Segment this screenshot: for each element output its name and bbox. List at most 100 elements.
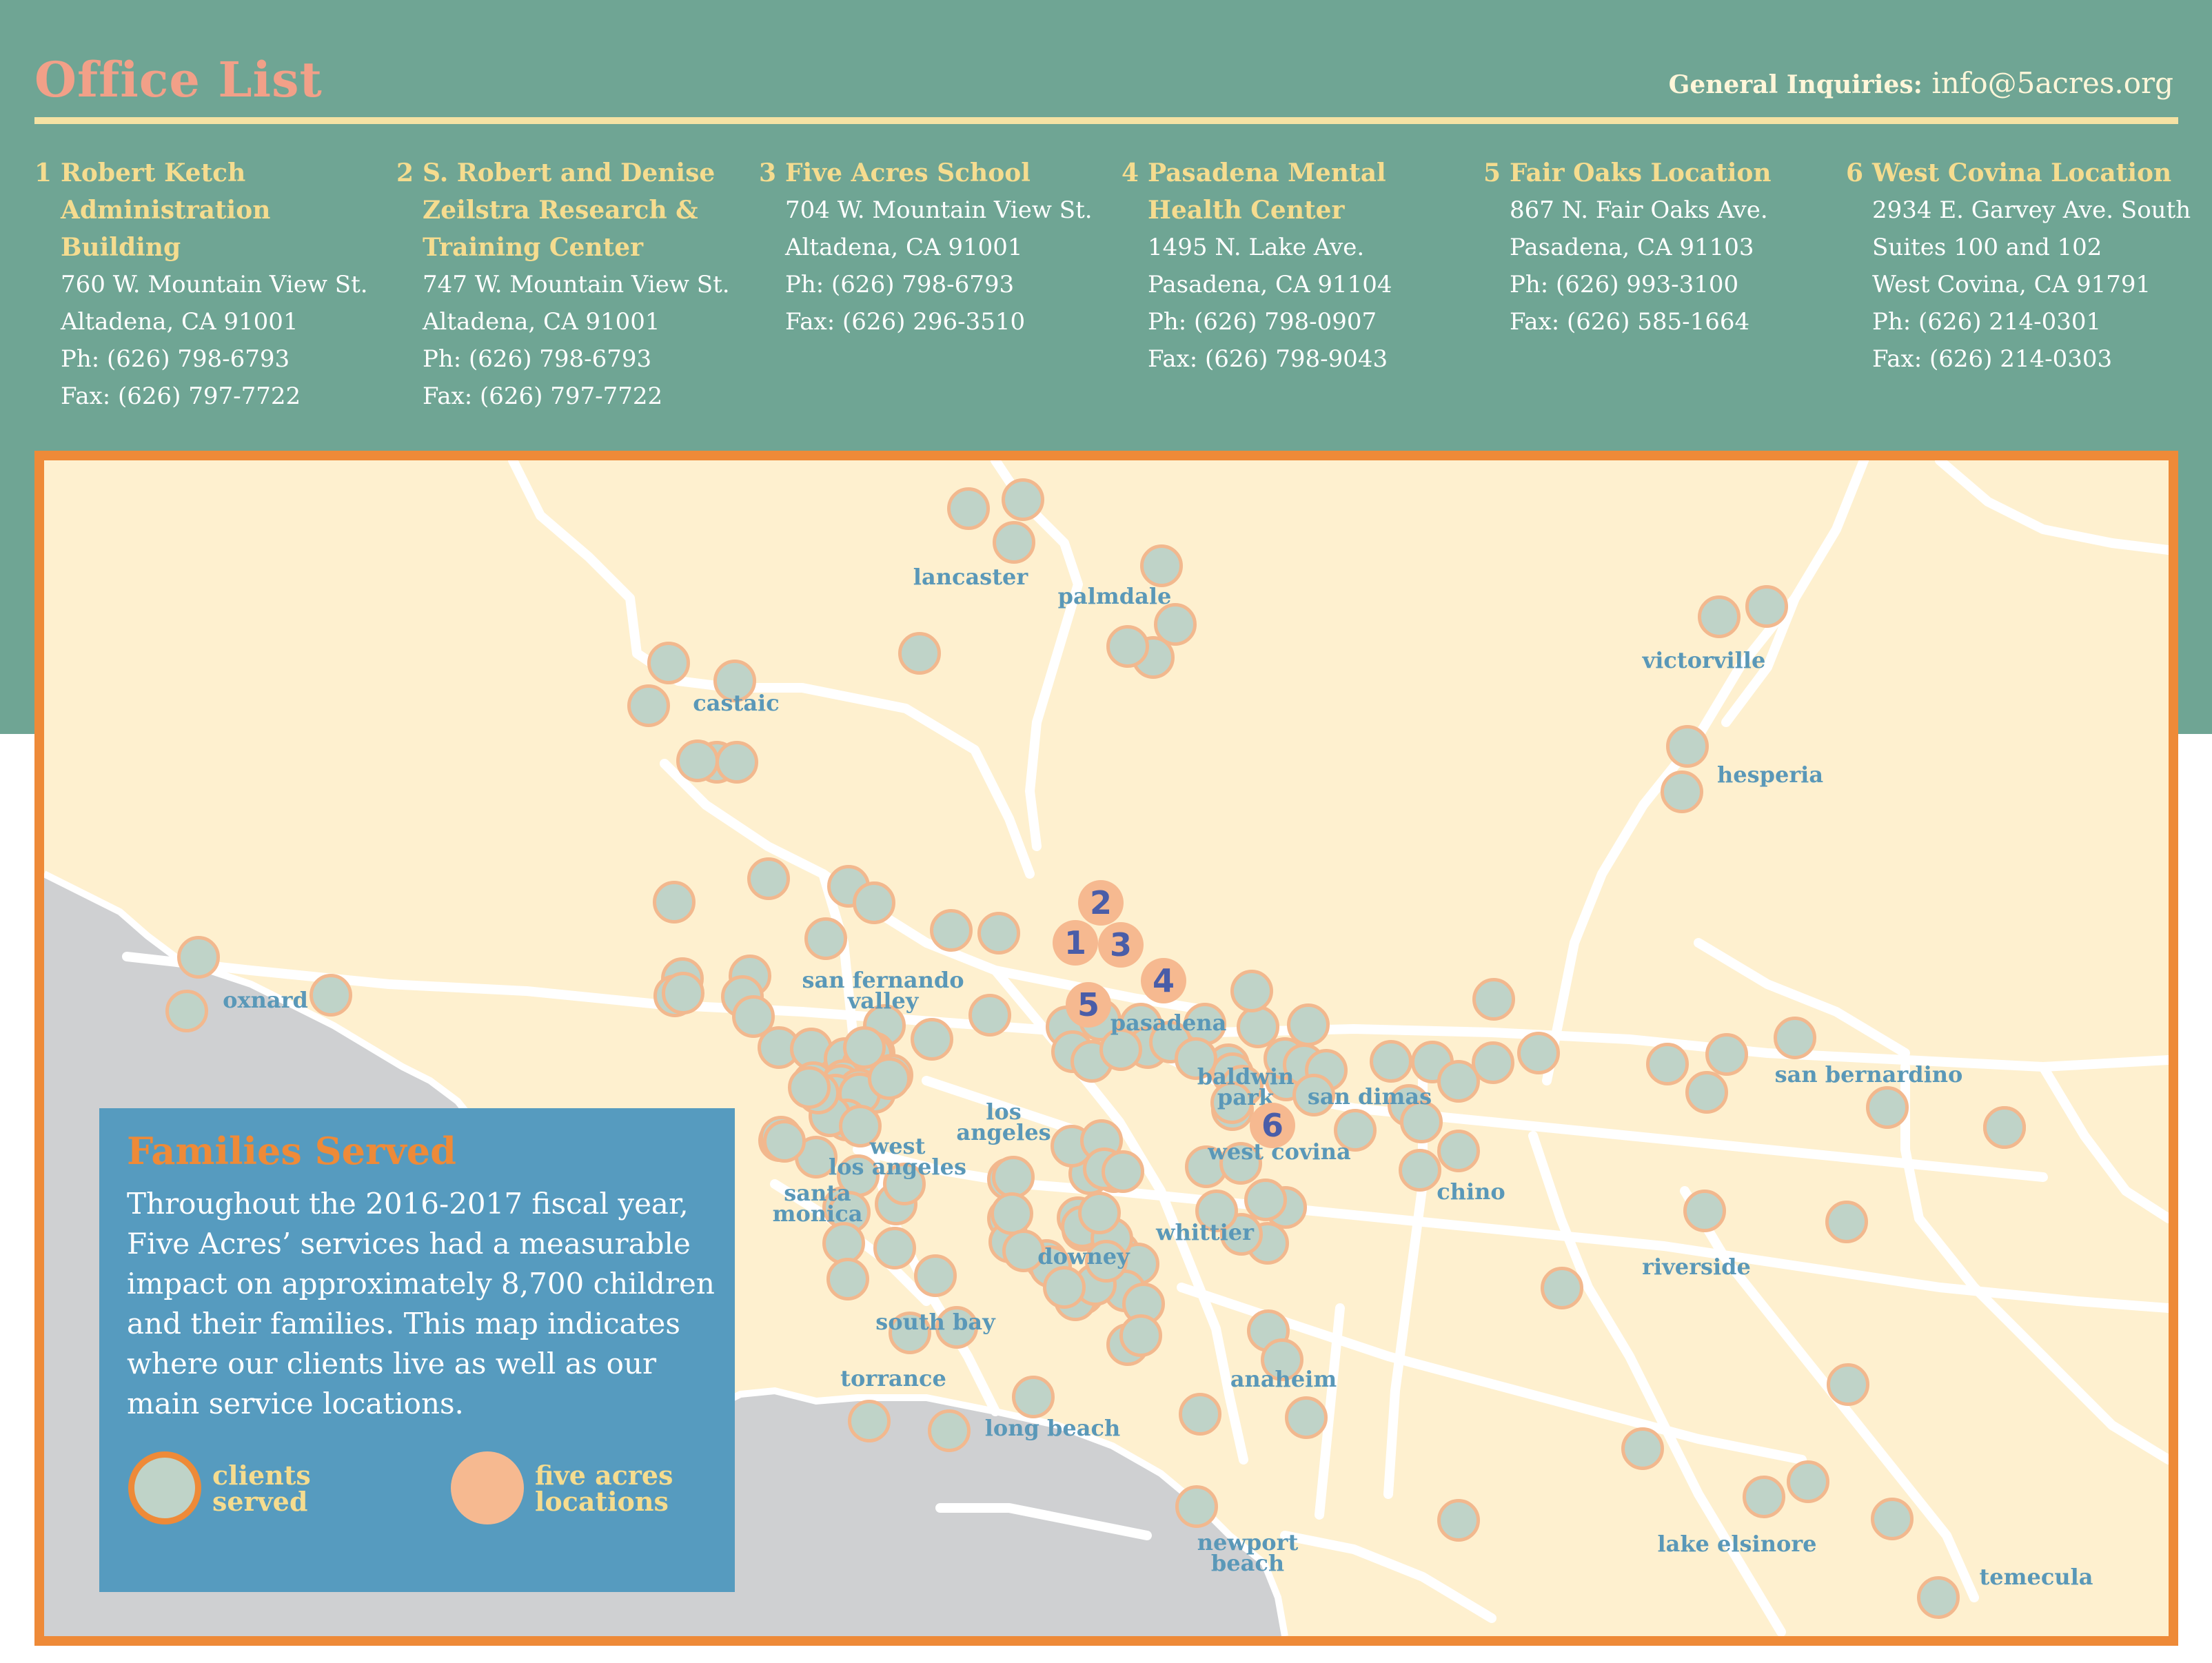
client-marker	[627, 684, 670, 727]
client-marker	[1472, 978, 1515, 1021]
office-detail: Suites 100 and 102	[1872, 234, 2102, 261]
client-marker	[1195, 1190, 1238, 1232]
location-marker-1[interactable]: 1	[1053, 920, 1098, 966]
client-marker	[1210, 1081, 1253, 1124]
office-number: 2	[396, 159, 414, 187]
client-marker	[716, 741, 758, 784]
client-marker	[826, 1258, 869, 1300]
location-marker-2[interactable]: 2	[1078, 880, 1124, 926]
office-detail: Altadena, CA 91001	[61, 308, 298, 336]
client-marker	[1866, 1086, 1909, 1129]
clients-legend-text: clients served	[212, 1460, 311, 1517]
client-marker	[1437, 1130, 1480, 1172]
location-marker-6[interactable]: 6	[1250, 1103, 1295, 1148]
client-marker	[1012, 1376, 1055, 1418]
client-marker	[1621, 1427, 1664, 1470]
office-detail: Altadena, CA 91001	[423, 308, 660, 336]
client-marker	[1099, 1028, 1142, 1071]
client-marker	[898, 632, 941, 675]
city-label: west los angeles	[829, 1133, 966, 1180]
client-marker	[1292, 1074, 1335, 1116]
office-detail: Fax: (626) 585-1664	[1510, 308, 1750, 336]
client-marker	[1179, 1393, 1221, 1436]
client-marker	[839, 1105, 882, 1147]
client-marker	[977, 912, 1020, 955]
city-label: lake elsinore	[1657, 1531, 1817, 1557]
client-marker	[1683, 1190, 1726, 1232]
client-marker	[1517, 1032, 1560, 1074]
office-6: 6 West Covina Location 2934 E. Garvey Ave.…	[1846, 154, 2191, 378]
city-label: pasadena	[1110, 1010, 1227, 1036]
client-marker	[1698, 595, 1741, 638]
office-detail: 760 W. Mountain View St.	[61, 271, 368, 298]
client-marker	[1085, 1240, 1128, 1283]
client-marker	[1219, 1142, 1262, 1185]
client-marker	[843, 1026, 886, 1069]
office-5: 5 Fair Oaks Location 867 N. Fair Oaks Ave.…	[1483, 154, 1828, 340]
office-detail: 704 W. Mountain View St.	[785, 196, 1093, 224]
locations-legend-text: five acres locations	[535, 1460, 673, 1517]
location-marker-4[interactable]: 4	[1141, 958, 1186, 1003]
office-name: Pasadena Mental	[1148, 159, 1386, 187]
client-marker	[991, 1192, 1033, 1235]
clients-legend-label: clients served	[212, 1462, 378, 1515]
inquiries-label: General Inquiries:	[1668, 70, 1922, 99]
office-name: Training Center	[423, 233, 644, 262]
location-marker-5[interactable]: 5	[1066, 982, 1111, 1028]
office-name: Zeilstra Research &	[423, 196, 698, 225]
office-detail: 2934 E. Garvey Ave. South	[1872, 196, 2191, 224]
client-marker	[1983, 1106, 2026, 1149]
panel-title: Families Served	[127, 1129, 456, 1173]
client-marker	[1541, 1267, 1583, 1309]
client-marker	[935, 1306, 978, 1349]
office-detail: Ph: (626) 798-6793	[785, 271, 1015, 298]
office-detail: West Covina, CA 91791	[1872, 271, 2151, 298]
client-marker	[928, 1409, 971, 1452]
city-label: riverside	[1642, 1254, 1751, 1280]
office-detail: Fax: (626) 296-3510	[785, 308, 1026, 336]
client-marker	[1917, 1576, 1960, 1619]
client-marker	[1002, 1230, 1045, 1272]
city-label: temecula	[1979, 1564, 2093, 1590]
city-label: san dimas	[1307, 1083, 1432, 1110]
city-label: west covina	[1208, 1139, 1351, 1165]
client-marker	[788, 1066, 831, 1109]
client-marker	[653, 881, 696, 924]
clients-legend-icon	[128, 1451, 201, 1524]
office-name: Robert Ketch	[61, 159, 246, 187]
office-number: 1	[34, 159, 52, 187]
client-marker	[1705, 1033, 1748, 1076]
office-number: 5	[1483, 159, 1501, 187]
client-marker	[662, 972, 704, 1014]
client-marker	[911, 1018, 953, 1061]
office-3: 3 Five Acres School 704 W. Mountain View S…	[759, 154, 1104, 340]
office-detail: Fax: (626) 797-7722	[423, 382, 663, 410]
office-number: 3	[759, 159, 777, 187]
inquiries-email[interactable]: info@5acres.org	[1931, 66, 2173, 100]
client-marker	[1244, 1179, 1287, 1221]
client-marker	[1334, 1109, 1377, 1152]
city-label: castaic	[693, 690, 780, 716]
office-detail: Ph: (626) 798-0907	[1148, 308, 1377, 336]
city-label: oxnard	[223, 987, 308, 1013]
city-label: baldwin park	[1197, 1063, 1295, 1110]
client-marker	[993, 521, 1035, 564]
client-marker	[1175, 1485, 1218, 1528]
location-marker-3[interactable]: 3	[1098, 922, 1144, 968]
families-served-panel: Families Served Throughout the 2016-2017…	[99, 1108, 735, 1592]
client-marker	[968, 994, 1011, 1037]
city-label: south bay	[875, 1309, 995, 1335]
client-marker	[883, 1163, 926, 1205]
office-detail: Fax: (626) 214-0303	[1872, 345, 2113, 373]
freeways	[122, 460, 2169, 1636]
office-detail: Fax: (626) 798-9043	[1148, 345, 1388, 373]
office-name: S. Robert and Denise	[423, 159, 716, 187]
client-marker	[1472, 1041, 1514, 1084]
client-marker	[1774, 1017, 1816, 1059]
city-label: downey	[1037, 1243, 1130, 1269]
city-label: victorville	[1642, 647, 1766, 673]
city-label: long beach	[984, 1415, 1121, 1441]
city-label: palmdale	[1057, 583, 1172, 609]
client-marker	[1370, 1040, 1412, 1083]
city-label: hesperia	[1716, 762, 1824, 788]
